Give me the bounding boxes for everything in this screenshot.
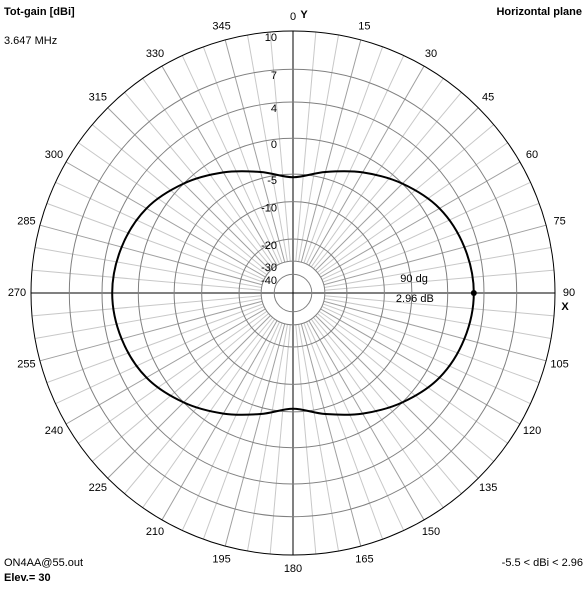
y-axis-label: Y bbox=[300, 9, 308, 21]
angle-tick-label: 225 bbox=[89, 482, 107, 494]
angle-tick-label: 150 bbox=[422, 526, 440, 538]
angle-tick-label: 285 bbox=[17, 215, 35, 227]
angle-tick-label: 0 bbox=[290, 11, 296, 23]
angle-tick-label: 165 bbox=[355, 554, 373, 566]
marker-dot bbox=[470, 290, 477, 296]
radial-grid-circle bbox=[238, 238, 348, 348]
angle-tick-label: 195 bbox=[212, 554, 230, 566]
subtitle: Horizontal plane bbox=[496, 6, 582, 18]
angle-tick-label: 45 bbox=[482, 92, 494, 104]
radial-tick-label: 4 bbox=[271, 103, 277, 115]
angle-tick-label: 300 bbox=[45, 149, 63, 161]
angle-tick-label: 330 bbox=[146, 48, 164, 60]
angle-tick-label: 15 bbox=[358, 20, 370, 32]
angle-tick-label: 210 bbox=[146, 526, 164, 538]
radial-tick-label: -30 bbox=[261, 262, 277, 274]
angle-tick-label: 105 bbox=[550, 358, 568, 370]
radial-tick-label: -20 bbox=[261, 240, 277, 252]
chart-title: Tot-gain [dBi] bbox=[4, 6, 75, 18]
angle-tick-label: 180 bbox=[284, 563, 302, 575]
range-note: -5.5 < dBi < 2.96 bbox=[502, 557, 583, 569]
angle-tick-label: 270 bbox=[8, 287, 26, 299]
radial-tick-label: -10 bbox=[261, 203, 277, 215]
marker-label: 2.96 dB bbox=[396, 293, 434, 305]
angle-tick-label: 120 bbox=[523, 425, 541, 437]
frequency: 3.647 MHz bbox=[4, 35, 57, 47]
radial-grid-circle bbox=[273, 273, 313, 313]
radial-tick-label: 0 bbox=[271, 139, 277, 151]
angle-tick-label: 60 bbox=[526, 149, 538, 161]
angle-tick-label: 75 bbox=[553, 215, 565, 227]
marker-label: 90 dg bbox=[400, 273, 428, 285]
angle-tick-label: 315 bbox=[89, 92, 107, 104]
radial-grid-circle bbox=[68, 68, 518, 518]
angle-tick-label: 345 bbox=[212, 20, 230, 32]
file-name: ON4AA@55.out bbox=[4, 557, 83, 569]
angle-tick-label: 240 bbox=[45, 425, 63, 437]
angle-tick-label: 30 bbox=[425, 48, 437, 60]
radial-tick-label: -40 bbox=[261, 275, 277, 287]
radial-grid-circle bbox=[101, 101, 485, 485]
radial-grid-circle bbox=[201, 201, 385, 385]
angle-tick-label: 135 bbox=[479, 482, 497, 494]
pattern-line bbox=[111, 170, 475, 416]
radial-grid-circle bbox=[30, 30, 556, 556]
x-axis-label: X bbox=[561, 301, 569, 313]
elevation: Elev.= 30 bbox=[4, 572, 51, 584]
angle-tick-label: 255 bbox=[17, 358, 35, 370]
radial-tick-label: 10 bbox=[265, 32, 277, 44]
radial-grid-circle bbox=[260, 260, 326, 326]
radial-grid-circle bbox=[173, 173, 413, 413]
radial-grid-circle bbox=[137, 137, 449, 449]
angle-tick-label: 90 bbox=[563, 287, 575, 299]
radial-tick-label: 7 bbox=[271, 70, 277, 82]
radial-tick-label: -5 bbox=[267, 175, 277, 187]
